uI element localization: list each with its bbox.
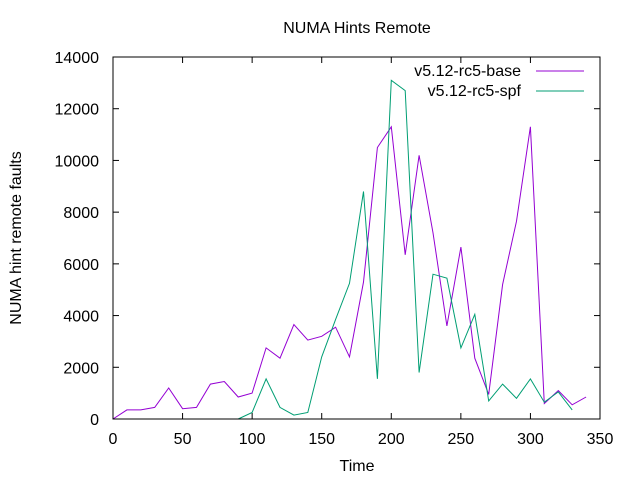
- x-tick-label: 250: [448, 431, 475, 448]
- x-tick-label: 0: [109, 431, 118, 448]
- plot-frame: [112, 56, 601, 420]
- legend-label: v5.12-rc5-base: [414, 63, 521, 80]
- x-tick-label: 200: [378, 431, 405, 448]
- y-tick-label: 10000: [55, 153, 100, 170]
- y-axis-label: NUMA hint remote faults: [8, 151, 25, 324]
- x-axis-label: Time: [340, 458, 375, 475]
- y-tick-label: 6000: [63, 257, 99, 274]
- y-tick-label: 12000: [55, 102, 100, 119]
- x-tick-label: 50: [174, 431, 192, 448]
- series-layer: [112, 79, 587, 420]
- x-tick-label: 350: [587, 431, 614, 448]
- y-tick-label: 4000: [63, 309, 99, 326]
- x-tick-label: 300: [517, 431, 544, 448]
- x-tick-label: 150: [308, 431, 335, 448]
- x-tick-label: 100: [239, 431, 266, 448]
- series-line-spf: [237, 79, 573, 420]
- x-axis-ticks: 0 50 100 150 200 250 300 350: [109, 57, 614, 448]
- legend: v5.12-rc5-base v5.12-rc5-spf: [414, 63, 584, 100]
- y-axis-ticks: 0 2000 4000 6000 8000 10000 12000 14000: [55, 50, 600, 429]
- y-tick-label: 14000: [55, 50, 100, 67]
- y-tick-label: 2000: [63, 360, 99, 377]
- legend-label: v5.12-rc5-spf: [428, 83, 522, 100]
- y-tick-label: 0: [90, 412, 99, 429]
- series-line-base: [112, 125, 587, 420]
- y-tick-label: 8000: [63, 205, 99, 222]
- chart-title: NUMA Hints Remote: [283, 20, 431, 37]
